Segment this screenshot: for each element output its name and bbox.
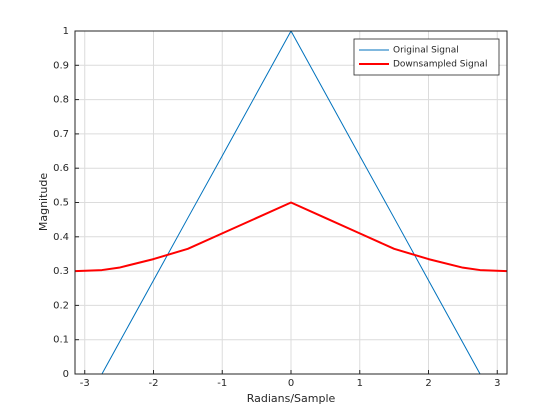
x-tick-label: 1 [357,378,363,389]
x-tick-label: -2 [148,378,158,389]
data-line [74,201,508,273]
y-tick-label: 0.5 [53,198,69,209]
x-tick-label: -1 [217,378,227,389]
y-tick-label: 0.1 [53,335,69,346]
y-tick-label: 0.2 [53,300,69,311]
y-axis-label: Magnitude [37,173,50,232]
x-tick-label: -3 [80,378,90,389]
x-axis-label: Radians/Sample [247,392,336,405]
legend-label: Downsampled Signal [393,60,487,70]
y-tick-label: 1 [63,26,69,37]
axes-box [74,30,508,375]
y-tick-label: 0.9 [53,60,69,71]
x-tick-label: 2 [425,378,431,389]
y-tick-label: 0.3 [53,266,69,277]
x-tick-label: 3 [494,378,500,389]
y-tick-label: 0.7 [53,129,69,140]
y-tick-label: 0.6 [53,163,69,174]
y-tick-label: 0 [63,369,69,380]
y-tick-label: 0.8 [53,95,69,106]
y-tick-label: 0.4 [53,232,69,243]
legend-label: Original Signal [393,46,459,56]
x-tick-label: 0 [288,378,294,389]
legend-box [353,38,500,76]
